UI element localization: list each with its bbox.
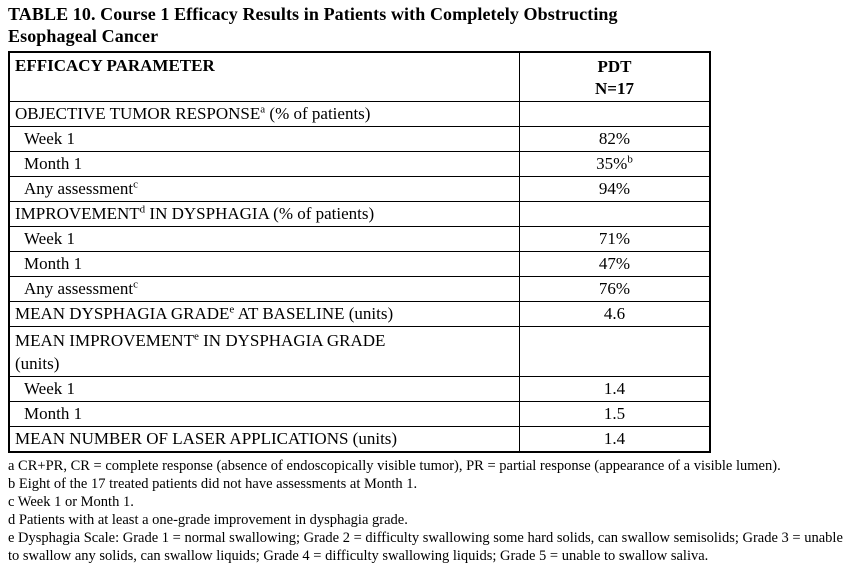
table-row: Week 1 71% [8,226,711,252]
row-label: Week 1 [8,126,520,152]
table-row: Any assessmentc 76% [8,276,711,302]
table-row: Month 1 35%b [8,151,711,177]
row-label: Month 1 [8,251,520,277]
table-row: Week 1 1.4 [8,376,711,402]
row-label: Week 1 [8,226,520,252]
table-row: MEAN DYSPHAGIA GRADEe AT BASELINE (units… [8,301,711,327]
row-label: Any assessmentc [8,276,520,302]
row-value: 82% [519,126,711,152]
row-label: Any assessmentc [8,176,520,202]
row-value: 1.4 [519,426,711,453]
table-title: TABLE 10. Course 1 Efficacy Results in P… [8,3,845,47]
row-value: 76% [519,276,711,302]
row-value: 35%b [519,151,711,177]
row-label: MEAN DYSPHAGIA GRADEe AT BASELINE (units… [8,301,520,327]
row-value: 1.5 [519,401,711,427]
row-label: Month 1 [8,401,520,427]
row-value [519,326,711,377]
table-title-line1: TABLE 10. Course 1 Efficacy Results in P… [8,4,618,24]
row-label: MEAN IMPROVEMENTe IN DYSPHAGIA GRADE (uni… [8,326,520,377]
footnote-line: e Dysphagia Scale: Grade 1 = normal swal… [8,530,843,564]
row-value [519,101,711,127]
footnote-line: b Eight of the 17 treated patients did n… [8,476,418,492]
table-row: OBJECTIVE TUMOR RESPONSEa (% of patients… [8,101,711,127]
table-row: MEAN IMPROVEMENTe IN DYSPHAGIA GRADE (uni… [8,326,711,377]
column-header-pdt: PDT N=17 [519,51,711,102]
efficacy-results-table: EFFICACY PARAMETER PDT N=17 OBJECTIVE TU… [8,51,711,453]
row-label: MEAN NUMBER OF LASER APPLICATIONS (units… [8,426,520,453]
row-label: OBJECTIVE TUMOR RESPONSEa (% of patients… [8,101,520,127]
row-label: Month 1 [8,151,520,177]
row-value: 4.6 [519,301,711,327]
table-title-line2: Esophageal Cancer [8,26,159,46]
row-value: 71% [519,226,711,252]
table-row: MEAN NUMBER OF LASER APPLICATIONS (units… [8,426,711,453]
column-header-pdt-n: N=17 [595,79,634,98]
footnote-line: d Patients with at least a one-grade imp… [8,512,408,528]
table-row: Month 1 47% [8,251,711,277]
table-row: Any assessmentc 94% [8,176,711,202]
table-row: IMPROVEMENTd IN DYSPHAGIA (% of patients… [8,201,711,227]
footnote-line: c Week 1 or Month 1. [8,494,134,510]
table-header-row: EFFICACY PARAMETER PDT N=17 [8,51,711,102]
column-header-pdt-label: PDT [597,57,632,76]
table-row: Month 1 1.5 [8,401,711,427]
footnote-line: a CR+PR, CR = complete response (absence… [8,458,781,474]
row-label: Week 1 [8,376,520,402]
row-label: IMPROVEMENTd IN DYSPHAGIA (% of patients… [8,201,520,227]
row-value: 47% [519,251,711,277]
row-value: 1.4 [519,376,711,402]
row-value: 94% [519,176,711,202]
footnotes: a CR+PR, CR = complete response (absence… [8,457,846,565]
table-row: Week 1 82% [8,126,711,152]
row-value [519,201,711,227]
column-header-efficacy-parameter: EFFICACY PARAMETER [8,51,520,102]
